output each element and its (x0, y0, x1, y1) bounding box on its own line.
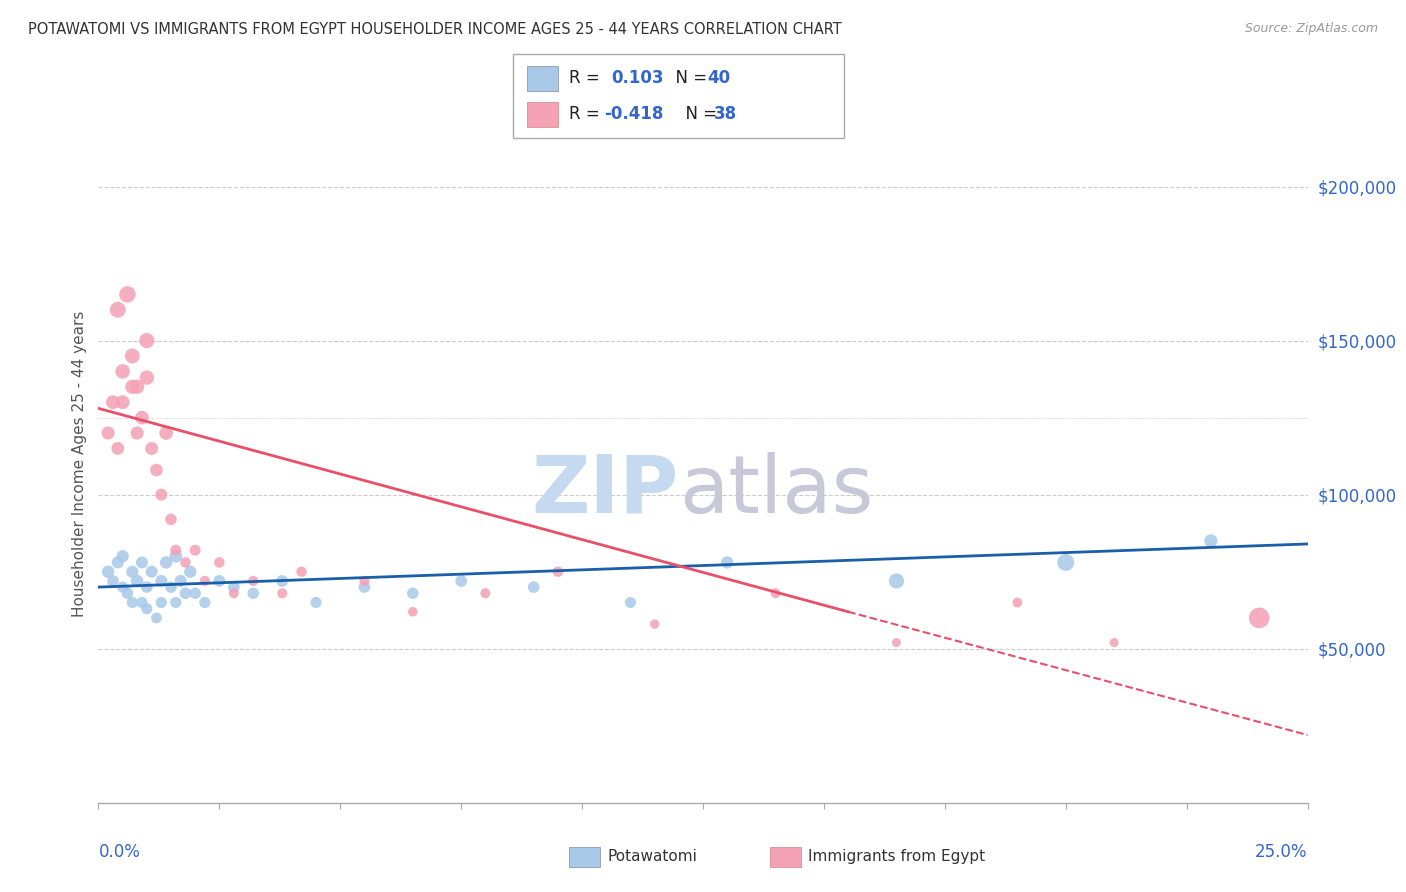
Point (886, 574, 908, 588)
Point (145, 611, 167, 625)
Point (97, 425, 120, 440)
Point (208, 574, 231, 588)
Point (547, 565, 569, 579)
Point (127, 380, 149, 394)
Point (179, 565, 201, 579)
Point (145, 463, 167, 477)
Point (353, 580, 375, 594)
Point (290, 565, 312, 579)
Point (222, 580, 245, 594)
Point (208, 556, 231, 570)
Point (150, 488, 173, 502)
Text: atlas: atlas (679, 452, 873, 530)
Point (1199, 533, 1222, 548)
Point (101, 574, 124, 588)
Text: ZIP: ZIP (531, 452, 679, 530)
Text: N =: N = (665, 70, 713, 87)
Point (121, 595, 143, 609)
Point (135, 370, 157, 384)
Point (135, 601, 157, 615)
Text: Potawatomi: Potawatomi (607, 849, 697, 863)
Point (271, 574, 294, 588)
Text: 25.0%: 25.0% (1256, 844, 1308, 862)
Point (121, 349, 143, 363)
Point (184, 543, 207, 558)
Point (155, 556, 177, 570)
Point (523, 580, 546, 594)
Point (1007, 595, 1029, 609)
Point (165, 595, 187, 609)
Point (242, 574, 264, 588)
Point (141, 442, 163, 456)
Point (131, 595, 153, 609)
Text: Source: ZipAtlas.com: Source: ZipAtlas.com (1244, 22, 1378, 36)
Point (165, 549, 187, 564)
Point (402, 605, 425, 619)
Point (174, 556, 197, 570)
Point (619, 595, 641, 609)
Point (131, 556, 153, 570)
Point (131, 410, 153, 425)
Point (97, 565, 120, 579)
Point (127, 574, 149, 588)
Point (101, 395, 124, 409)
Point (716, 556, 738, 570)
Text: 38: 38 (714, 105, 737, 123)
Point (242, 586, 264, 600)
Point (155, 425, 177, 440)
Point (886, 635, 908, 649)
Point (150, 574, 173, 588)
Point (150, 595, 173, 609)
Text: -0.418: -0.418 (605, 105, 664, 123)
Point (141, 565, 163, 579)
Text: N =: N = (675, 105, 723, 123)
Point (222, 586, 245, 600)
Point (121, 565, 143, 579)
Y-axis label: Householder Income Ages 25 - 44 years: Householder Income Ages 25 - 44 years (72, 310, 87, 617)
Text: R =: R = (569, 105, 606, 123)
Point (121, 380, 143, 394)
Point (160, 512, 183, 526)
Point (174, 586, 197, 600)
Text: 0.0%: 0.0% (98, 844, 141, 862)
Point (1249, 611, 1271, 625)
Point (194, 595, 217, 609)
Point (160, 580, 183, 594)
Text: R =: R = (569, 70, 610, 87)
Point (765, 586, 787, 600)
Text: Immigrants from Egypt: Immigrants from Egypt (808, 849, 986, 863)
Point (402, 586, 425, 600)
Point (107, 556, 129, 570)
Point (111, 364, 134, 378)
Text: POTAWATOMI VS IMMIGRANTS FROM EGYPT HOUSEHOLDER INCOME AGES 25 - 44 YEARS CORREL: POTAWATOMI VS IMMIGRANTS FROM EGYPT HOUS… (28, 22, 842, 37)
Point (450, 574, 472, 588)
Point (169, 574, 191, 588)
Text: 40: 40 (707, 70, 730, 87)
Point (184, 586, 207, 600)
Point (644, 617, 666, 632)
Point (194, 574, 217, 588)
Point (135, 580, 157, 594)
Point (1054, 556, 1077, 570)
Point (353, 574, 375, 588)
Point (111, 395, 134, 409)
Point (271, 586, 294, 600)
Point (117, 586, 139, 600)
Point (127, 425, 149, 440)
Point (474, 586, 496, 600)
Point (135, 334, 157, 348)
Point (111, 549, 134, 564)
Point (111, 580, 134, 594)
Point (165, 543, 187, 558)
Point (305, 595, 328, 609)
Point (107, 442, 129, 456)
Point (107, 302, 129, 317)
Text: 0.103: 0.103 (612, 70, 664, 87)
Point (117, 287, 139, 301)
Point (1102, 635, 1125, 649)
